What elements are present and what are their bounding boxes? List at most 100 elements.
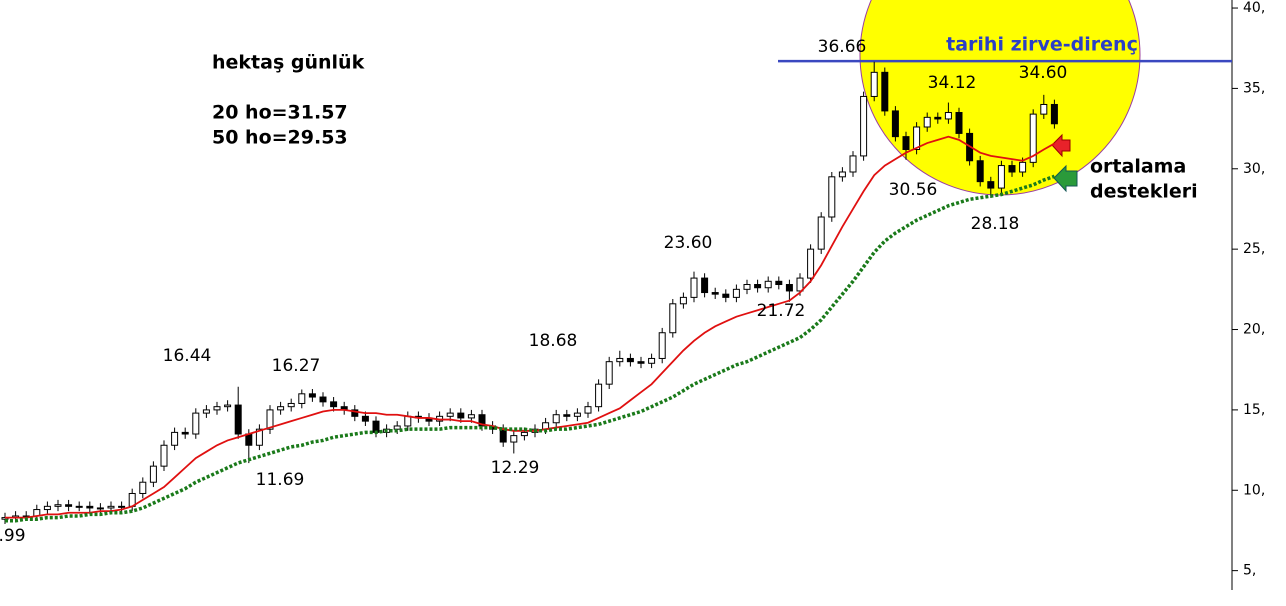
note: 20 ho=31.57 <box>212 102 348 124</box>
candle-body <box>1019 161 1027 173</box>
candle-body <box>520 431 528 437</box>
candle-body <box>160 444 168 467</box>
candle-body <box>118 505 126 508</box>
candle-body <box>308 393 316 398</box>
candle-body <box>754 284 762 289</box>
note: 50 ho=29.53 <box>212 127 348 149</box>
candle-body <box>510 435 518 443</box>
candle-body <box>467 414 475 419</box>
arrow <box>1053 164 1078 193</box>
candle-body <box>902 136 910 150</box>
candle-body <box>499 428 507 443</box>
y-tick-label: 30, <box>1243 161 1265 177</box>
candle-body <box>701 277 709 294</box>
candle-body <box>213 406 221 411</box>
candle-body <box>446 412 454 417</box>
moving-average <box>5 174 1055 523</box>
y-tick-label: 20, <box>1243 322 1265 338</box>
support-label: ortalama <box>1090 156 1186 178</box>
candle-body <box>171 431 179 446</box>
candle-body <box>849 155 857 173</box>
candle-body <box>997 165 1005 189</box>
candle-body <box>669 303 677 334</box>
support-label: destekleri <box>1090 181 1198 203</box>
price-label: 23.60 <box>664 233 713 253</box>
price-label: 16.44 <box>163 346 212 366</box>
candle-body <box>245 433 253 446</box>
price-label: 16.27 <box>272 356 321 376</box>
candle-body <box>838 171 846 178</box>
candle-body <box>54 504 62 507</box>
price-label: 12.29 <box>491 458 540 478</box>
candle-body <box>891 110 899 138</box>
candle-body <box>870 71 878 97</box>
candle-body <box>1008 165 1016 173</box>
candle-body <box>1029 113 1037 163</box>
candle-body <box>796 277 804 292</box>
candle-body <box>679 296 687 305</box>
candle-body <box>65 504 73 507</box>
candle-body <box>330 401 338 408</box>
candle-body <box>107 505 115 509</box>
candle-body <box>139 481 147 494</box>
candle-body <box>96 507 104 510</box>
candle-body <box>277 406 285 411</box>
candle-body <box>605 361 613 385</box>
candle-body <box>764 280 772 289</box>
price-label: 11.69 <box>256 470 305 490</box>
candle-body <box>828 176 836 218</box>
price-label: 30.56 <box>889 180 938 200</box>
candle-body <box>457 412 465 419</box>
candle-body <box>1050 103 1058 125</box>
candle-body <box>1040 103 1048 115</box>
candle-body <box>573 412 581 417</box>
candle-body <box>75 505 83 508</box>
price-label: 18.68 <box>529 331 578 351</box>
candle-body <box>552 414 560 424</box>
candle-body <box>319 396 327 403</box>
resistance-label: tarihi zirve-direnç <box>946 34 1138 56</box>
candle-body <box>563 414 571 417</box>
y-tick-label: 5, <box>1243 563 1256 579</box>
y-tick-label: 35, <box>1243 80 1265 96</box>
candle-body <box>224 404 232 408</box>
candle-body <box>584 406 592 414</box>
candle-body <box>255 428 263 446</box>
price-label: 28.18 <box>971 214 1020 234</box>
candle-body <box>404 415 412 427</box>
candle-body <box>711 292 719 295</box>
candle-body <box>785 284 793 292</box>
price-label: 34.12 <box>928 73 977 93</box>
price-label: 34.60 <box>1019 63 1068 83</box>
price-label: .99 <box>0 526 26 546</box>
candle-body <box>43 505 51 511</box>
y-tick-label: 15, <box>1243 402 1265 418</box>
candle-body <box>817 216 825 250</box>
candle-body <box>192 412 200 435</box>
candle-body <box>722 293 730 298</box>
candle-body <box>987 181 995 189</box>
y-tick-label: 40, <box>1243 0 1265 16</box>
candle-body <box>595 383 603 408</box>
candle-body <box>658 332 666 359</box>
candle-body <box>637 361 645 364</box>
candle-body <box>626 357 634 363</box>
chart-title: hektaş günlük <box>212 52 365 74</box>
candle-body <box>860 95 868 157</box>
candle-body <box>86 505 94 509</box>
candle-body <box>149 465 157 483</box>
candle-body <box>648 357 656 364</box>
y-tick-label: 10, <box>1243 482 1265 498</box>
candle-body <box>616 357 624 363</box>
candle-body <box>955 112 963 134</box>
candle-body <box>690 277 698 298</box>
candle-body <box>234 404 242 435</box>
price-label: 21.72 <box>757 301 806 321</box>
candle-body <box>743 284 751 290</box>
candle-body <box>923 116 931 128</box>
candle-body <box>351 409 359 417</box>
candle-body <box>181 431 189 435</box>
candle-body <box>202 409 210 414</box>
candle-body <box>775 280 783 286</box>
